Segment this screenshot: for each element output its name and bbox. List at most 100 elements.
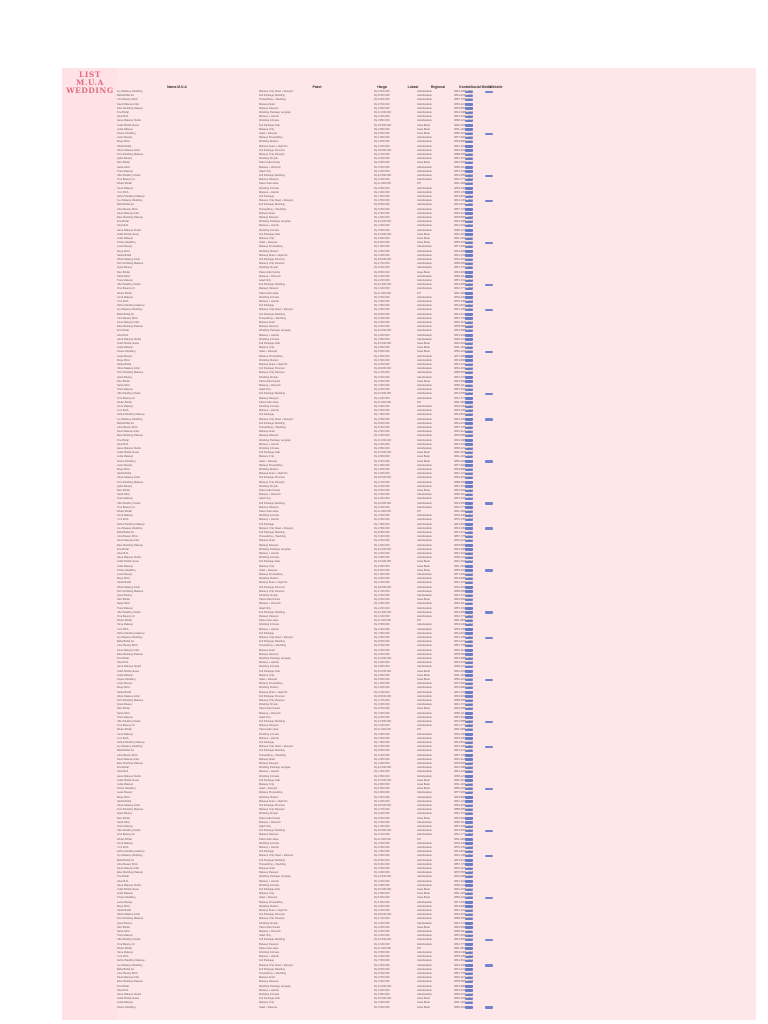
- social-media-link[interactable]: [465, 854, 473, 858]
- website-link[interactable]: [485, 829, 493, 833]
- social-media-link[interactable]: [465, 94, 473, 98]
- social-media-link[interactable]: [465, 909, 473, 912]
- social-media-link[interactable]: [465, 216, 473, 219]
- social-media-link[interactable]: [465, 518, 473, 522]
- social-media-link[interactable]: [465, 875, 473, 879]
- social-media-link[interactable]: [465, 275, 473, 278]
- social-media-link[interactable]: [465, 300, 473, 303]
- social-media-link[interactable]: [465, 724, 473, 728]
- social-media-link[interactable]: [465, 938, 473, 942]
- social-media-link[interactable]: [465, 376, 473, 379]
- social-media-link[interactable]: [465, 917, 473, 921]
- social-media-link[interactable]: [465, 132, 473, 135]
- social-media-link[interactable]: [465, 224, 473, 228]
- social-media-link[interactable]: [465, 947, 473, 950]
- social-media-link[interactable]: [465, 808, 473, 812]
- social-media-link[interactable]: [465, 220, 473, 224]
- social-media-link[interactable]: [465, 413, 473, 417]
- social-media-link[interactable]: [465, 619, 473, 623]
- social-media-link[interactable]: [465, 716, 473, 719]
- social-media-link[interactable]: [465, 712, 473, 715]
- social-media-link[interactable]: [465, 1001, 473, 1005]
- social-media-link[interactable]: [465, 565, 473, 568]
- website-link[interactable]: [485, 350, 493, 354]
- social-media-link[interactable]: [465, 149, 473, 152]
- social-media-link[interactable]: [465, 707, 473, 711]
- social-media-link[interactable]: [465, 178, 473, 182]
- social-media-link[interactable]: [465, 115, 473, 119]
- social-media-link[interactable]: [465, 821, 473, 824]
- social-media-link[interactable]: [465, 779, 473, 782]
- social-media-link[interactable]: [465, 993, 473, 996]
- social-media-link[interactable]: [465, 476, 473, 480]
- social-media-link[interactable]: [465, 762, 473, 765]
- social-media-link[interactable]: [465, 905, 473, 908]
- social-media-link[interactable]: [465, 959, 473, 963]
- social-media-link[interactable]: [465, 926, 473, 929]
- social-media-link[interactable]: [465, 493, 473, 497]
- social-media-link[interactable]: [465, 758, 473, 761]
- social-media-link[interactable]: [465, 628, 473, 631]
- website-link[interactable]: [485, 132, 493, 135]
- social-media-link[interactable]: [465, 943, 473, 946]
- social-media-link[interactable]: [465, 825, 473, 828]
- website-link[interactable]: [485, 636, 493, 639]
- social-media-link[interactable]: [465, 930, 473, 933]
- social-media-link[interactable]: [465, 699, 473, 702]
- social-media-link[interactable]: [465, 544, 473, 547]
- social-media-link[interactable]: [465, 497, 473, 501]
- website-link[interactable]: [485, 502, 493, 505]
- social-media-link[interactable]: [465, 888, 473, 891]
- social-media-link[interactable]: [465, 439, 473, 442]
- social-media-link[interactable]: [465, 405, 473, 408]
- social-media-link[interactable]: [465, 539, 473, 543]
- social-media-link[interactable]: [465, 644, 473, 648]
- social-media-link[interactable]: [465, 573, 473, 576]
- social-media-link[interactable]: [465, 527, 473, 530]
- social-media-link[interactable]: [465, 296, 473, 299]
- social-media-link[interactable]: [465, 829, 473, 833]
- social-media-link[interactable]: [465, 321, 473, 324]
- social-media-link[interactable]: [465, 980, 473, 984]
- social-media-link[interactable]: [465, 602, 473, 606]
- social-media-link[interactable]: [465, 812, 473, 816]
- website-link[interactable]: [485, 174, 493, 177]
- website-link[interactable]: [485, 678, 493, 681]
- social-media-link[interactable]: [465, 136, 473, 140]
- social-media-link[interactable]: [465, 313, 473, 316]
- social-media-link[interactable]: [465, 304, 473, 308]
- social-media-link[interactable]: [465, 749, 473, 753]
- social-media-link[interactable]: [465, 346, 473, 350]
- social-media-link[interactable]: [465, 640, 473, 644]
- social-media-link[interactable]: [465, 880, 473, 883]
- social-media-link[interactable]: [465, 157, 473, 161]
- website-link[interactable]: [485, 199, 493, 203]
- social-media-link[interactable]: [465, 472, 473, 476]
- social-media-link[interactable]: [465, 245, 473, 249]
- social-media-link[interactable]: [465, 867, 473, 870]
- social-media-link[interactable]: [465, 842, 473, 845]
- social-media-link[interactable]: [465, 691, 473, 694]
- social-media-link[interactable]: [465, 237, 473, 240]
- website-link[interactable]: [485, 745, 493, 749]
- social-media-link[interactable]: [465, 581, 473, 585]
- social-media-link[interactable]: [465, 720, 473, 723]
- website-link[interactable]: [485, 283, 493, 287]
- social-media-link[interactable]: [465, 430, 473, 434]
- social-media-link[interactable]: [465, 934, 473, 938]
- social-media-link[interactable]: [465, 838, 473, 841]
- social-media-link[interactable]: [465, 623, 473, 627]
- social-media-link[interactable]: [465, 850, 473, 854]
- social-media-link[interactable]: [465, 451, 473, 455]
- social-media-link[interactable]: [465, 548, 473, 551]
- social-media-link[interactable]: [465, 292, 473, 295]
- social-media-link[interactable]: [465, 607, 473, 610]
- social-media-link[interactable]: [465, 489, 473, 492]
- social-media-link[interactable]: [465, 800, 473, 803]
- social-media-link[interactable]: [465, 90, 473, 93]
- social-media-link[interactable]: [465, 199, 473, 203]
- website-link[interactable]: [485, 896, 493, 900]
- social-media-link[interactable]: [465, 107, 473, 110]
- social-media-link[interactable]: [465, 359, 473, 362]
- social-media-link[interactable]: [465, 161, 473, 165]
